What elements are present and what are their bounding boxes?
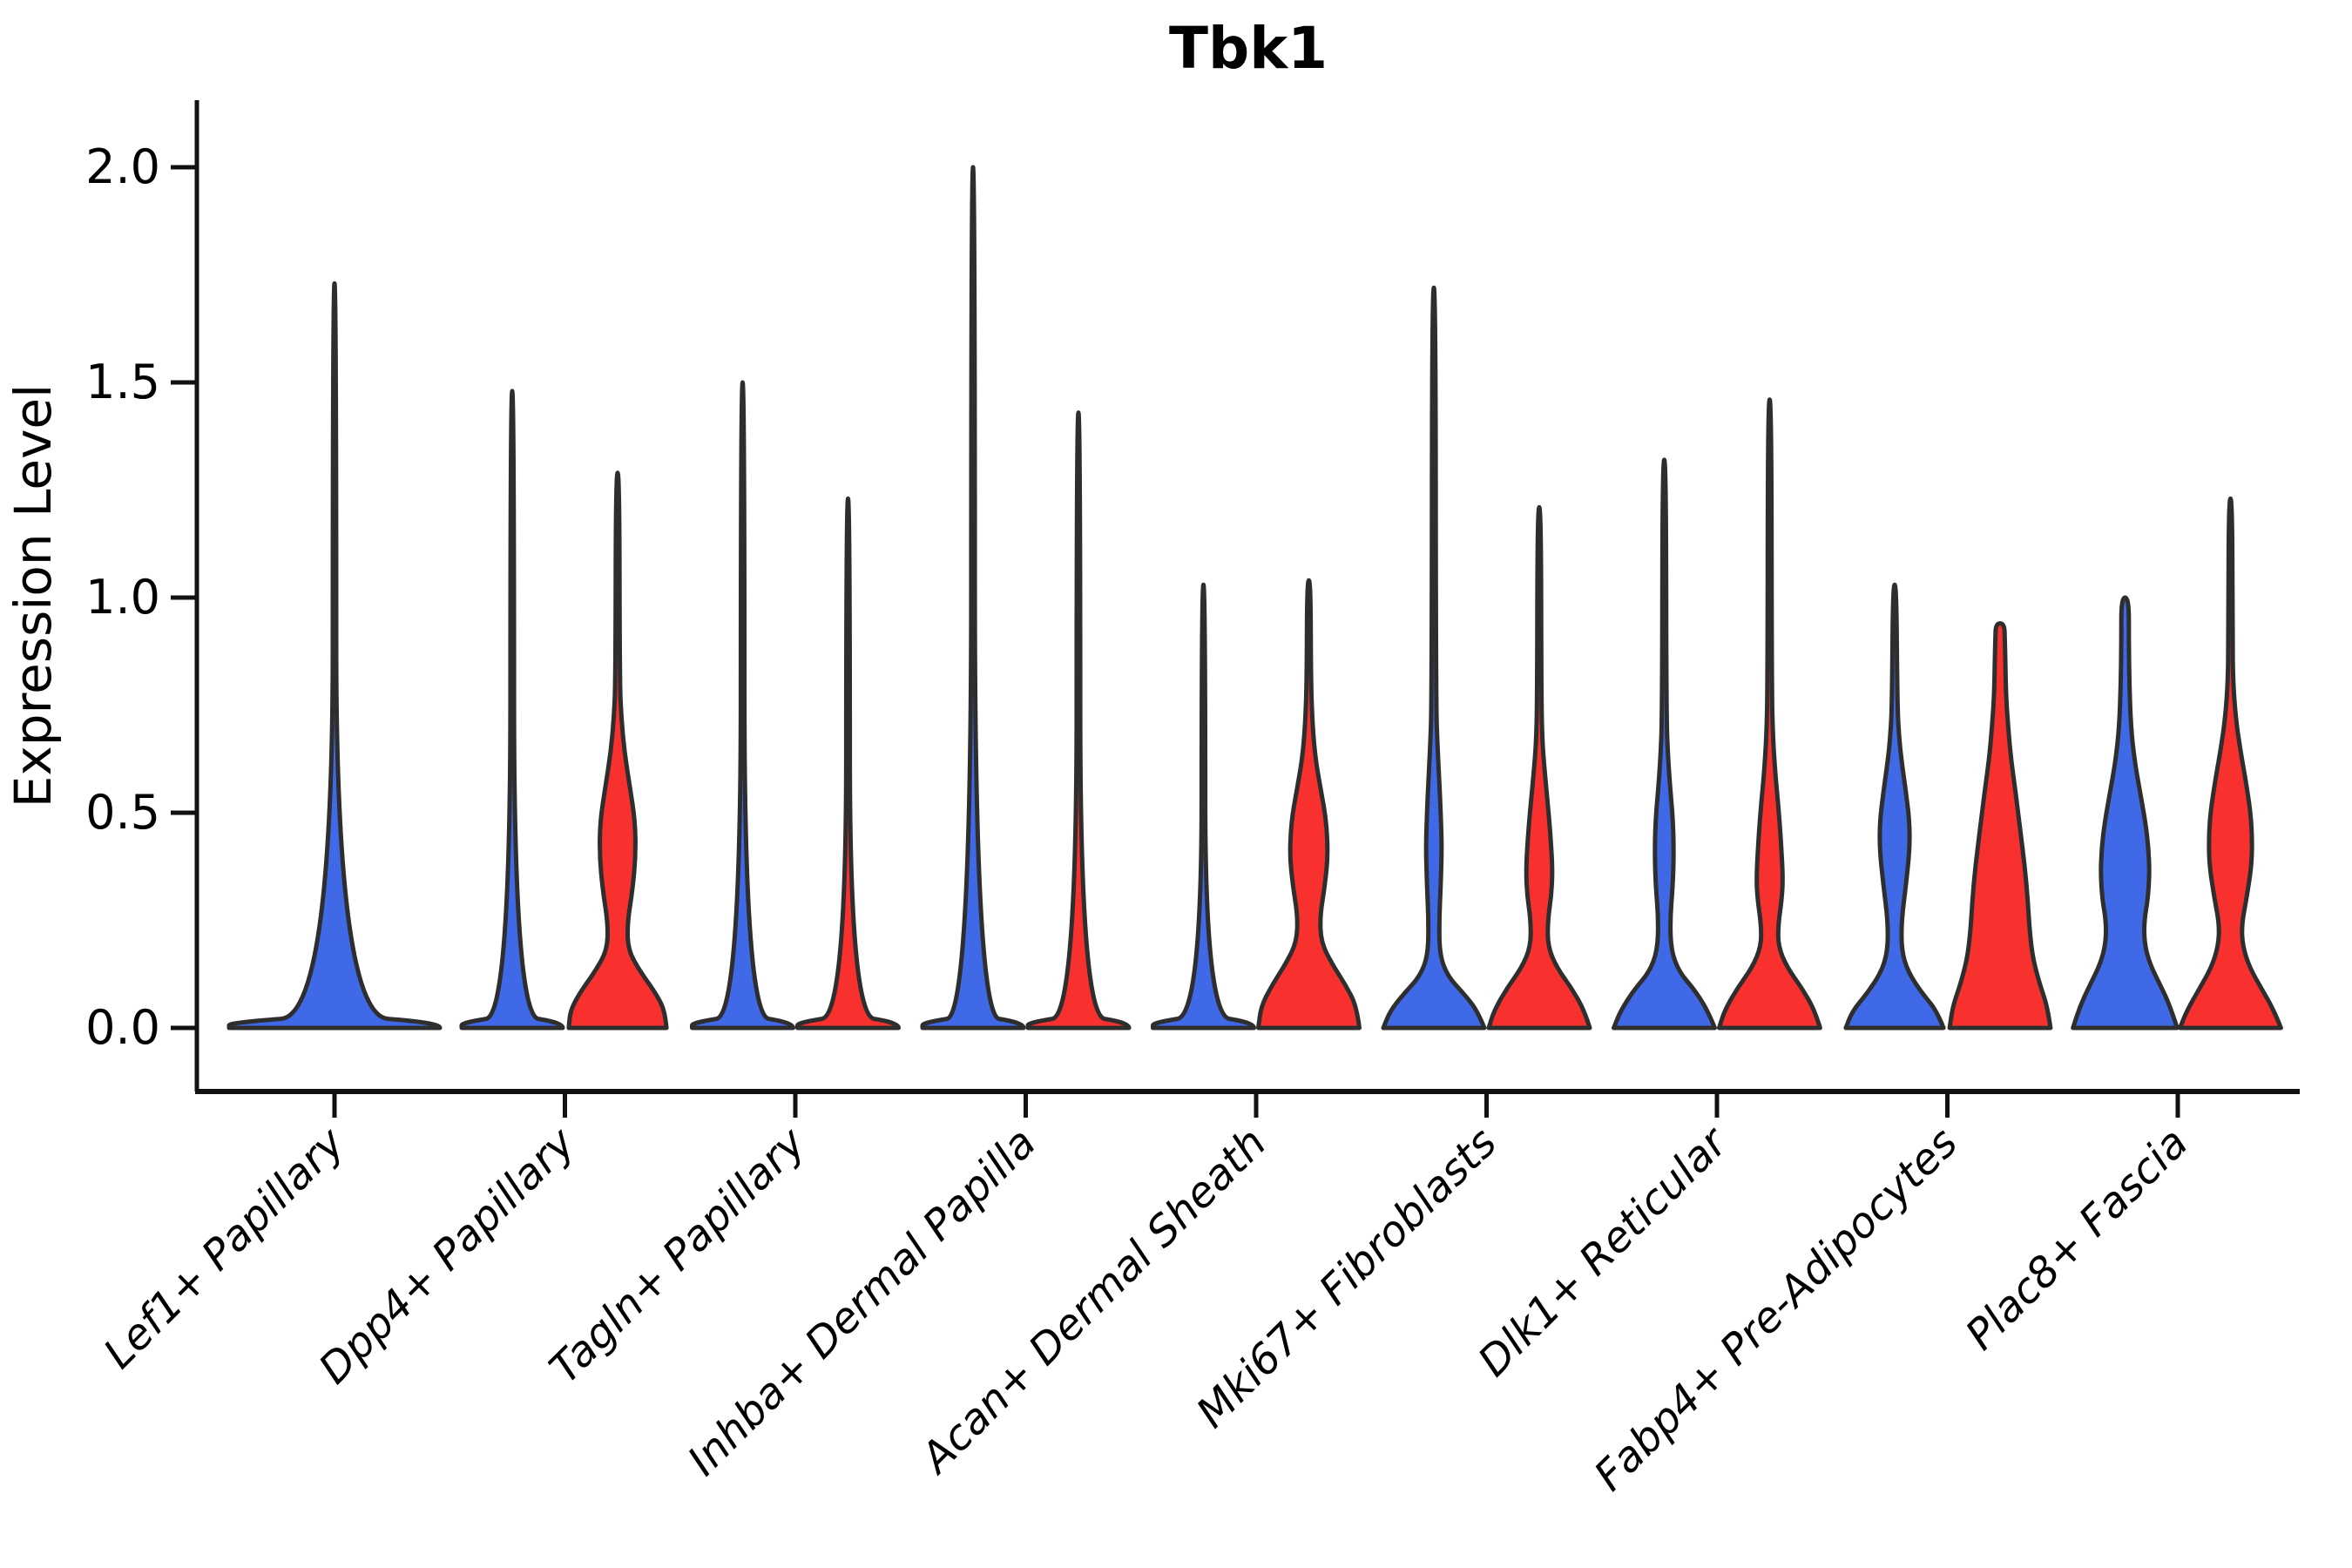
y-tick-label: 1.0 <box>85 570 160 625</box>
violin-inhba-dermal-papilla-left <box>920 165 1026 1031</box>
y-tick-label: 0.5 <box>85 785 160 840</box>
x-category-label: Dpp4+ Papillary <box>309 1118 585 1393</box>
violin-fabp4-pre-adipocytes-left <box>1843 582 1946 1031</box>
violin-dlk1-reticular-left <box>1612 457 1717 1031</box>
violin-dpp4-papillary-left <box>459 389 565 1031</box>
violin-lef1-papillary-single <box>226 280 443 1031</box>
violin-tagln-papillary-right <box>795 496 901 1031</box>
y-tick-label: 1.5 <box>85 355 160 409</box>
y-axis-label: Expression Level <box>3 384 63 808</box>
violin-acan-dermal-sheath-left <box>1151 582 1256 1031</box>
x-category-label: Plac8+ Fascia <box>1957 1119 2198 1360</box>
x-category-label: Fabp4+ Pre-Adipocytes <box>1585 1119 1967 1501</box>
violin-dlk1-reticular-right <box>1717 397 1822 1031</box>
x-category-label: Dlk1+ Reticular <box>1469 1117 1739 1387</box>
violin-plac8-fascia-left <box>2071 595 2180 1031</box>
violin-fabp4-pre-adipocytes-right <box>1947 621 2053 1031</box>
violin-inhba-dermal-papilla-right <box>1025 410 1132 1031</box>
violin-plac8-fascia-right <box>2178 496 2283 1031</box>
chart-title: Tbk1 <box>1169 15 1328 82</box>
violin-tagln-papillary-left <box>690 380 795 1031</box>
y-tick-label: 0.0 <box>85 1000 160 1055</box>
violin-dpp4-papillary-right <box>566 470 669 1031</box>
violin-mki67-fibroblasts-left <box>1381 285 1487 1031</box>
violin-acan-dermal-sheath-right <box>1256 578 1362 1031</box>
y-tick-label: 2.0 <box>85 139 160 194</box>
x-category-label: Lef1+ Papillary <box>94 1118 355 1378</box>
x-category-label: Tagln+ Papillary <box>540 1118 815 1393</box>
violin-mki67-fibroblasts-right <box>1486 504 1592 1031</box>
